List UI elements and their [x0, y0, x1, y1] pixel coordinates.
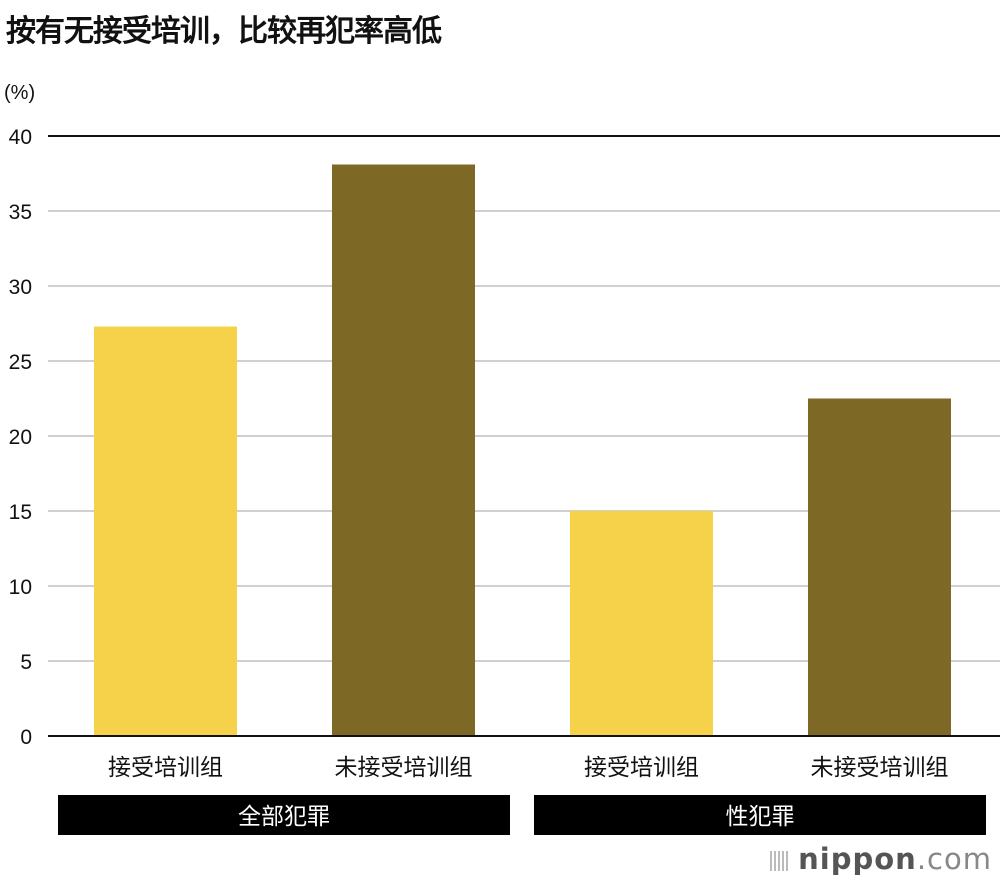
x-category-label: 未接受培训组: [335, 755, 473, 781]
y-tick-label: 15: [9, 501, 32, 524]
x-category-label: 接受培训组: [108, 755, 223, 781]
x-category-label: 未接受培训组: [811, 755, 949, 781]
bar: [332, 164, 475, 736]
logo-suffix: .com: [916, 842, 992, 876]
x-category-label: 接受培训组: [584, 755, 699, 781]
group-label: 性犯罪: [726, 804, 795, 830]
bar: [570, 511, 713, 736]
logo-name: nippon: [798, 842, 917, 876]
y-axis-unit: (%): [4, 82, 36, 104]
group-band: [534, 795, 986, 835]
y-tick-label: 30: [9, 276, 32, 299]
logo-bars-icon: [770, 851, 789, 871]
y-tick-label: 35: [9, 201, 32, 224]
bar: [94, 326, 237, 736]
y-tick-label: 5: [20, 651, 32, 674]
y-tick-label: 20: [9, 426, 32, 449]
group-band: [58, 795, 510, 835]
bar: [808, 398, 951, 736]
y-tick-label: 10: [9, 576, 32, 599]
y-tick-label: 0: [20, 726, 32, 749]
group-label: 全部犯罪: [238, 804, 330, 830]
chart-title: 按有无接受培训，比较再犯率高低: [6, 14, 442, 49]
y-tick-label: 25: [9, 351, 32, 374]
nippon-logo: nippon.com: [770, 842, 992, 876]
y-tick-label: 40: [9, 126, 32, 149]
